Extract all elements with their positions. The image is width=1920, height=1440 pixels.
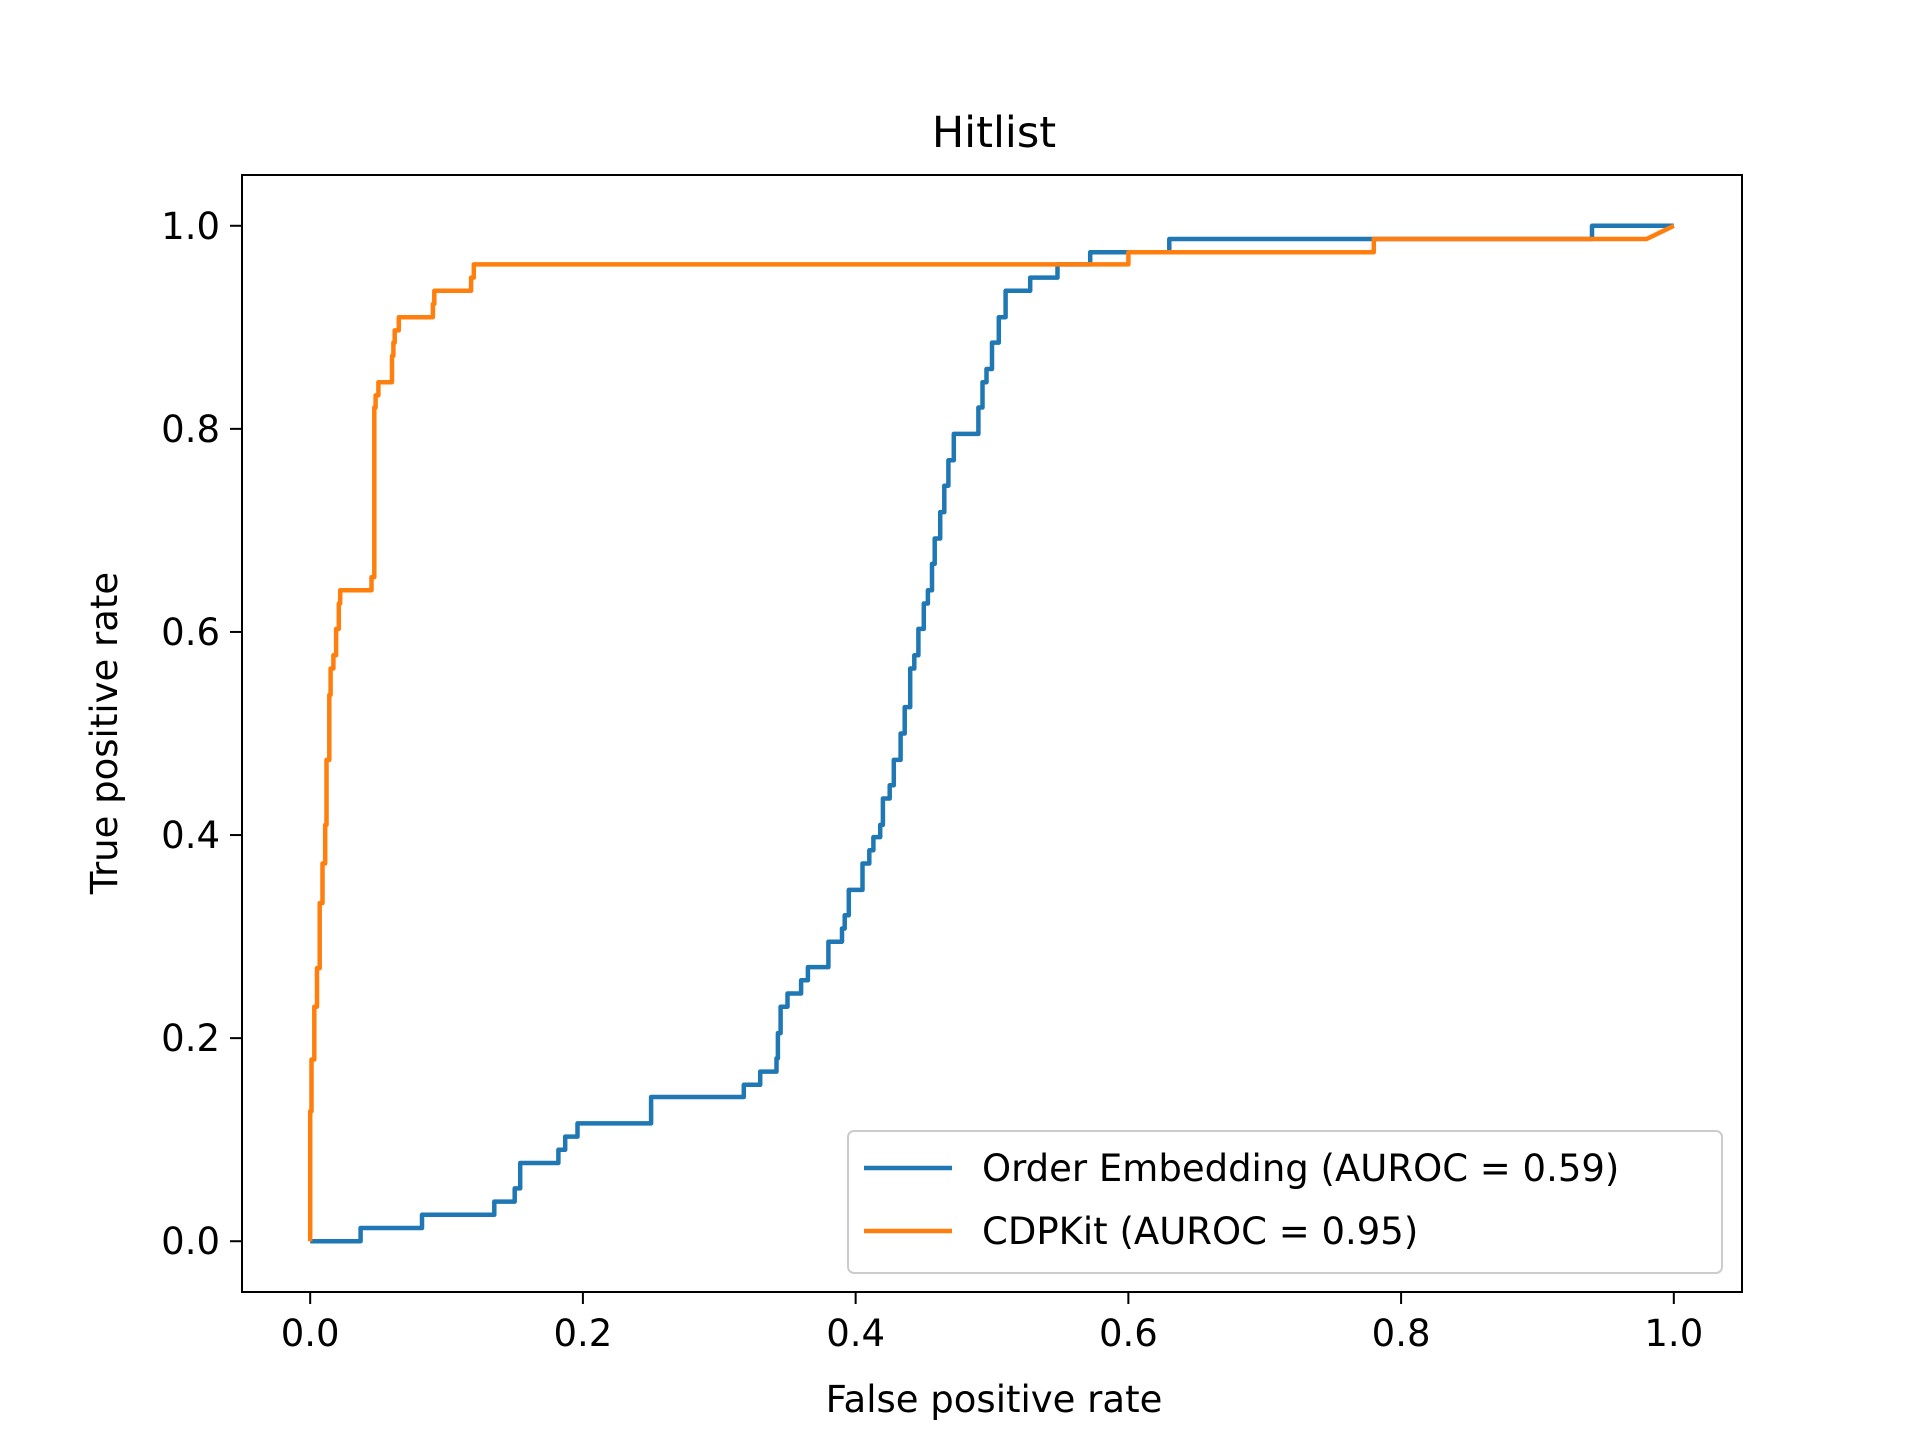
x-tick-label: 0.4 xyxy=(826,1312,885,1355)
chart-title: Hitlist xyxy=(932,108,1056,158)
x-tick-label: 0.2 xyxy=(553,1312,612,1355)
y-tick-label: 0.2 xyxy=(161,1017,220,1060)
legend: Order Embedding (AUROC = 0.59) CDPKit (A… xyxy=(847,1130,1723,1274)
legend-box xyxy=(847,1130,1723,1274)
y-tick-label: 0.4 xyxy=(161,814,220,857)
legend-label-order-embedding: Order Embedding (AUROC = 0.59) xyxy=(982,1147,1619,1190)
series-line-order-embedding xyxy=(310,223,1674,1244)
y-axis-label: True positive rate xyxy=(83,572,126,895)
series-line-cdpkit xyxy=(307,223,1675,1242)
x-tick-label: 0.8 xyxy=(1372,1312,1431,1355)
y-tick-label: 1.0 xyxy=(161,205,220,248)
x-tick-label: 0.6 xyxy=(1099,1312,1158,1355)
x-axis-ticks: 0.0 0.2 0.4 0.6 0.8 1.0 xyxy=(281,1292,1703,1355)
y-tick-label: 0.0 xyxy=(161,1220,220,1263)
legend-label-cdpkit: CDPKit (AUROC = 0.95) xyxy=(982,1210,1418,1253)
y-tick-label: 0.6 xyxy=(161,611,220,654)
y-tick-label: 0.8 xyxy=(161,408,220,451)
plot-lines xyxy=(307,223,1675,1244)
x-tick-label: 1.0 xyxy=(1644,1312,1703,1355)
y-axis-ticks: 0.0 0.2 0.4 0.6 0.8 1.0 xyxy=(161,205,242,1263)
x-axis-label: False positive rate xyxy=(826,1378,1163,1421)
plot-frame xyxy=(241,174,1743,1293)
x-tick-label: 0.0 xyxy=(281,1312,340,1355)
